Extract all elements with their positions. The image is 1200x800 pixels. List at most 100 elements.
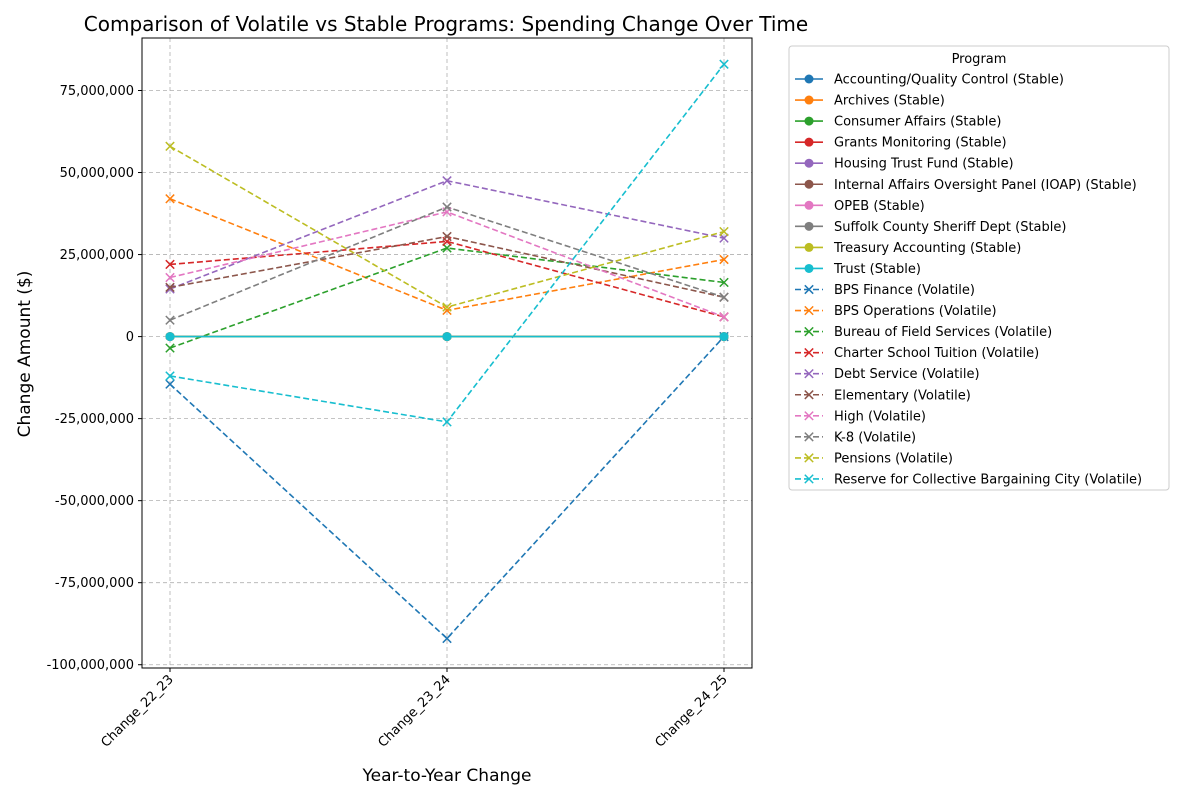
legend-label: Internal Affairs Oversight Panel (IOAP) … [834,178,1137,193]
series-9 [165,332,729,342]
legend-item: Grants Monitoring (Stable) [795,136,1007,151]
data-point [165,332,175,342]
series-19 [165,59,729,427]
data-point [442,231,452,242]
legend-title: Program [952,52,1007,67]
legend-marker [804,74,814,84]
y-axis-label: Change Amount ($) [15,271,35,438]
legend-marker [804,95,814,105]
data-point [719,277,729,288]
legend-marker [804,432,814,442]
data-point [165,282,175,293]
legend-item: Bureau of Field Services (Volatile) [795,325,1052,340]
legend-item: Treasury Accounting (Stable) [795,241,1021,256]
legend-marker [804,179,814,189]
legend-marker [804,368,814,379]
chart-title: Comparison of Volatile vs Stable Program… [84,12,808,36]
legend-label: Elementary (Volatile) [834,388,971,403]
legend-item: Trust (Stable) [795,262,921,277]
y-tick-label: 50,000,000 [60,166,134,181]
legend-item: Archives (Stable) [795,94,945,109]
legend-item: Housing Trust Fund (Stable) [795,157,1014,172]
data-point [442,202,452,212]
legend-label: Pensions (Volatile) [834,451,953,466]
data-point [165,272,175,283]
series-line [169,336,725,640]
data-point [165,259,175,270]
y-tick-label: -75,000,000 [55,576,134,591]
legend-item: Elementary (Volatile) [795,388,971,403]
x-tick-label: Change_24_25 [652,672,730,750]
data-point [442,417,452,427]
grid [142,38,752,668]
legend-marker [804,158,814,168]
series-lines [165,59,729,644]
legend-label: Suffolk County Sheriff Dept (Stable) [834,220,1066,235]
axis-ticks: -100,000,000 -75,000,000 -50,000,000 -25,00… [47,84,731,751]
legend-item: High (Volatile) [795,409,926,424]
data-point [719,332,729,342]
data-point [442,305,452,316]
legend-label: Reserve for Collective Bargaining City (… [834,472,1142,487]
y-tick-label: -100,000,000 [47,658,134,673]
legend-item: BPS Operations (Volatile) [795,304,997,319]
legend-item: Charter School Tuition (Volatile) [795,346,1039,361]
legend-marker [804,411,814,421]
data-point [165,141,175,152]
legend-label: Consumer Affairs (Stable) [834,115,1001,130]
legend-label: Treasury Accounting (Stable) [833,241,1021,256]
y-tick-label: 75,000,000 [60,84,134,99]
legend-marker [804,305,814,316]
legend-label: Housing Trust Fund (Stable) [834,157,1014,172]
legend-marker [804,200,814,210]
series-18 [165,141,729,312]
y-tick-label: -25,000,000 [55,412,134,427]
legend-label: Charter School Tuition (Volatile) [834,346,1039,361]
legend-label: Grants Monitoring (Stable) [834,136,1007,151]
legend-marker [804,347,814,358]
legend-item: Accounting/Quality Control (Stable) [795,73,1064,88]
data-point [165,194,175,204]
x-axis-label: Year-to-Year Change [361,766,531,786]
data-point [442,332,452,342]
data-point [165,379,175,389]
y-tick-label: 25,000,000 [60,248,134,263]
legend-marker [804,137,814,147]
legend-label: BPS Finance (Volatile) [834,283,975,298]
data-point [442,176,452,186]
legend-item: Internal Affairs Oversight Panel (IOAP) … [795,178,1137,193]
data-point [165,315,175,325]
legend-marker [804,474,814,484]
legend-item: Reserve for Collective Bargaining City (… [795,472,1142,487]
y-tick-label: 0 [126,330,134,345]
data-point [442,302,452,312]
legend-label: K-8 (Volatile) [834,430,916,445]
legend-label: Bureau of Field Services (Volatile) [834,325,1052,340]
legend-marker [804,390,814,400]
legend-item: BPS Finance (Volatile) [795,283,975,298]
legend-item: OPEB (Stable) [795,199,925,214]
legend-label: BPS Operations (Volatile) [834,304,997,319]
legend-label: Archives (Stable) [834,94,945,109]
legend-marker [804,242,814,252]
legend-marker [804,221,814,231]
data-point [719,254,729,265]
legend-frame [788,45,1170,491]
legend-label: OPEB (Stable) [834,199,925,214]
series-14 [165,176,729,294]
legend-marker [804,116,814,126]
legend-label: Trust (Stable) [833,262,921,277]
legend: Program Accounting/Quality Control (Stab… [788,45,1170,491]
legend-item: Debt Service (Volatile) [795,367,980,382]
legend-item: Consumer Affairs (Stable) [795,115,1001,130]
data-point [165,343,175,353]
legend-marker [804,453,814,463]
legend-item: Suffolk County Sheriff Dept (Stable) [795,220,1066,235]
series-line [169,235,725,299]
data-point [719,59,729,69]
y-tick-label: -50,000,000 [55,494,134,509]
data-point [719,312,729,322]
x-tick-label: Change_23_24 [375,672,453,750]
legend-label: High (Volatile) [834,409,926,424]
